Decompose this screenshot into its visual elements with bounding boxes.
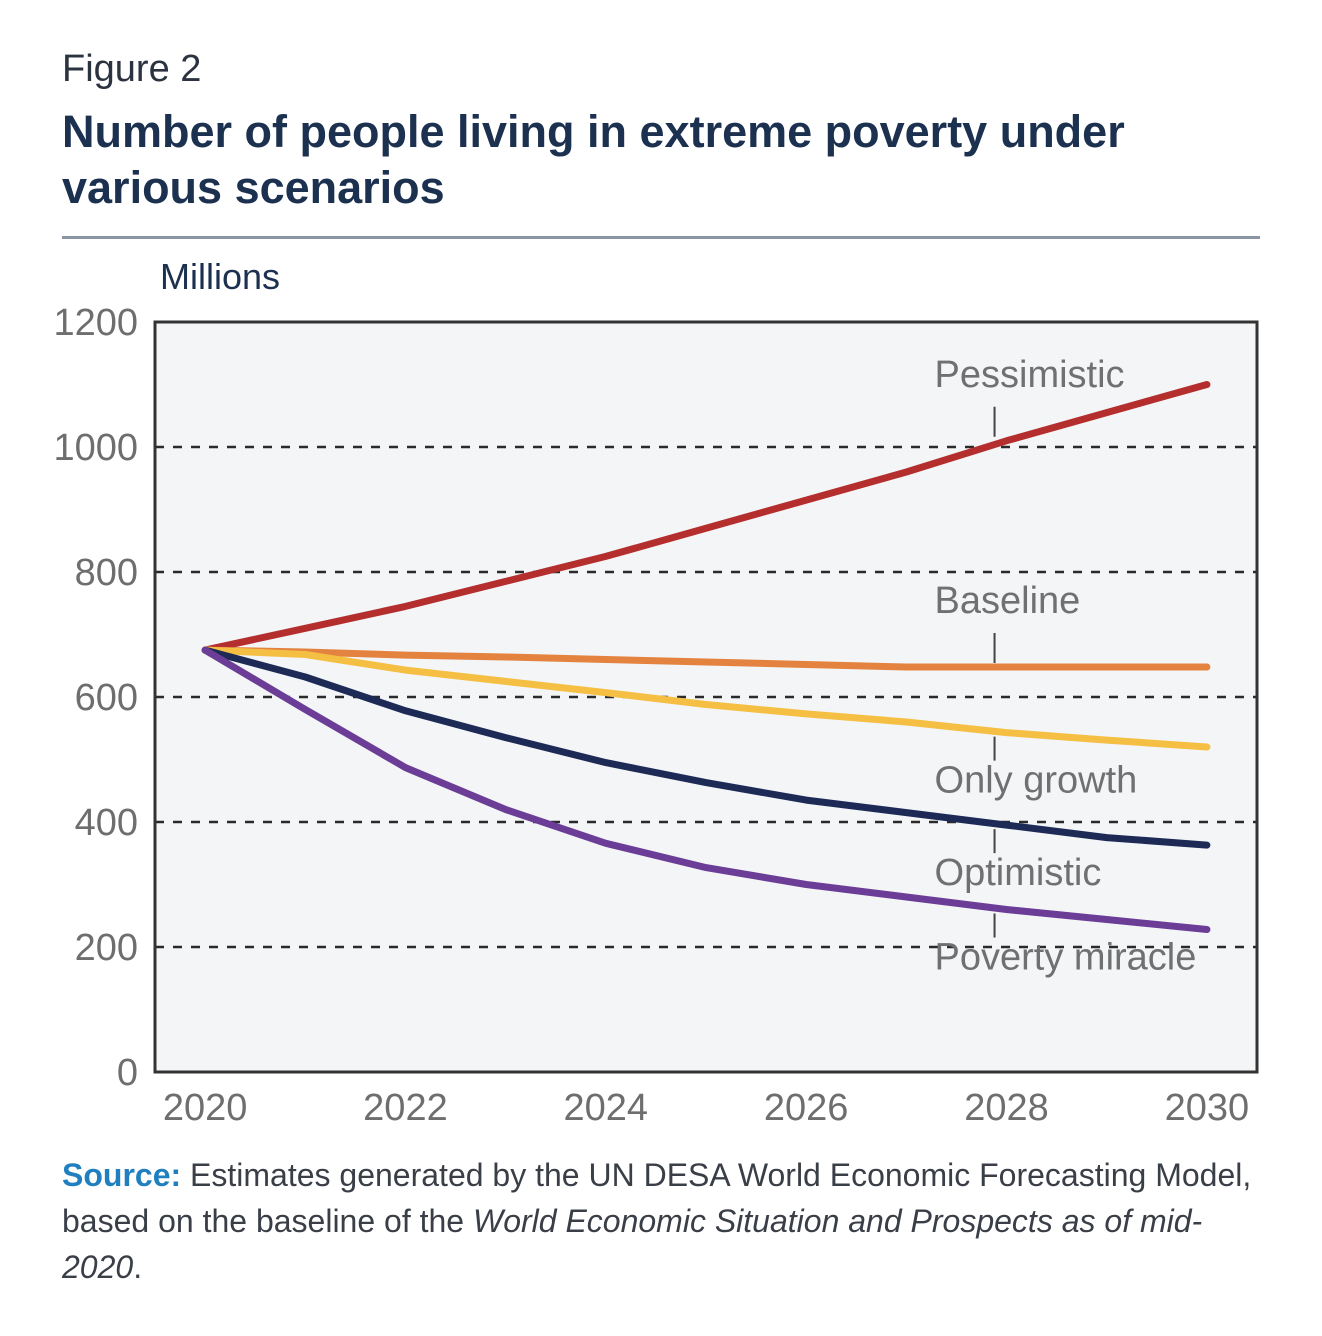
source-italic: World Economic Situation and Prospects a… <box>62 1203 1203 1285</box>
series-label-only-growth: Only growth <box>935 760 1138 802</box>
x-tick-label: 2030 <box>1165 1087 1250 1129</box>
y-tick-label: 1000 <box>53 427 138 469</box>
title-divider <box>62 236 1260 239</box>
y-axis-label: Millions <box>160 256 280 297</box>
y-tick-label: 800 <box>75 552 138 594</box>
y-tick-label: 600 <box>75 677 138 719</box>
gridlines <box>155 445 1257 949</box>
x-tick-label: 2024 <box>564 1087 649 1129</box>
series-line-baseline <box>201 646 1211 671</box>
y-tick-label: 1200 <box>53 302 138 344</box>
source-label: Source: <box>62 1157 182 1193</box>
series-label-pessimistic: Pessimistic <box>935 354 1125 396</box>
series-label-optimistic: Optimistic <box>935 852 1102 894</box>
series-line-poverty-miracle <box>201 646 1211 933</box>
x-axis-ticks: 2020 2022 2024 2026 2028 2030 <box>163 1087 1249 1129</box>
series-line-only-growth <box>201 646 1211 751</box>
x-tick-label: 2020 <box>163 1087 248 1129</box>
series-label-baseline: Baseline <box>935 580 1081 622</box>
x-tick-label: 2028 <box>964 1087 1049 1129</box>
series-labels: Pessimistic Baseline Only growth Optimistic… <box>935 354 1197 979</box>
x-tick-label: 2022 <box>363 1087 448 1129</box>
plot-frame <box>153 320 1259 1074</box>
series-label-poverty-miracle: Poverty miracle <box>935 937 1197 979</box>
source-note: Source: Estimates generated by the UN DE… <box>62 1152 1272 1290</box>
series-line-optimistic <box>201 646 1211 849</box>
y-tick-label: 200 <box>75 927 138 969</box>
source-text: Estimates generated by the UN DESA World… <box>62 1157 1252 1239</box>
y-tick-label: 400 <box>75 802 138 844</box>
x-tick-label: 2026 <box>764 1087 849 1129</box>
chart-title: Number of people living in extreme pover… <box>62 106 1125 213</box>
series-line-pessimistic <box>201 381 1211 654</box>
y-tick-label: 0 <box>117 1052 138 1094</box>
y-axis-ticks: 0 200 400 600 800 1000 1200 <box>53 302 138 1094</box>
line-chart: Millions Pessimistic Baseline Only growth O… <box>53 256 1259 1129</box>
figure-label: Figure 2 <box>62 48 202 90</box>
source-end: . <box>133 1249 143 1285</box>
series-lines <box>201 381 1211 933</box>
